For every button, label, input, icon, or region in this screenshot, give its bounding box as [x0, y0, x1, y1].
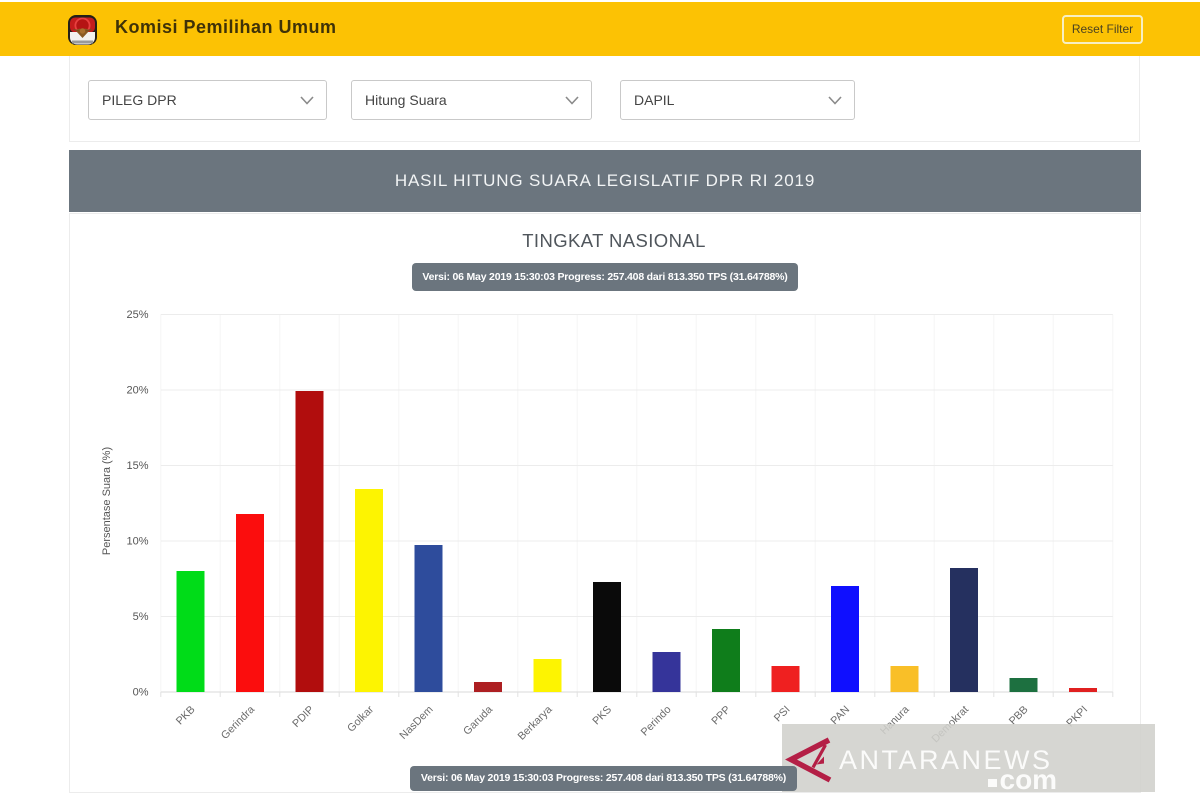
svg-text:Golkar: Golkar — [345, 703, 376, 734]
svg-text:0%: 0% — [133, 687, 149, 699]
svg-text:Berkarya: Berkarya — [516, 704, 555, 743]
svg-text:NasDem: NasDem — [397, 704, 435, 742]
svg-text:Garuda: Garuda — [461, 704, 495, 738]
svg-text:PKB: PKB — [174, 704, 198, 728]
svg-text:PPP: PPP — [709, 704, 733, 728]
svg-text:Perindo: Perindo — [639, 704, 674, 739]
svg-text:5%: 5% — [133, 611, 149, 623]
svg-text:PDIP: PDIP — [290, 704, 316, 730]
svg-text:10%: 10% — [126, 536, 148, 548]
svg-text:15%: 15% — [126, 460, 148, 472]
svg-text:Gerindra: Gerindra — [219, 704, 257, 742]
svg-text:PSI: PSI — [772, 704, 793, 725]
svg-text:Persentase Suara (%): Persentase Suara (%) — [101, 447, 113, 555]
svg-text:20%: 20% — [126, 385, 148, 397]
svg-text:PKS: PKS — [590, 704, 614, 728]
svg-text:25%: 25% — [126, 309, 148, 321]
